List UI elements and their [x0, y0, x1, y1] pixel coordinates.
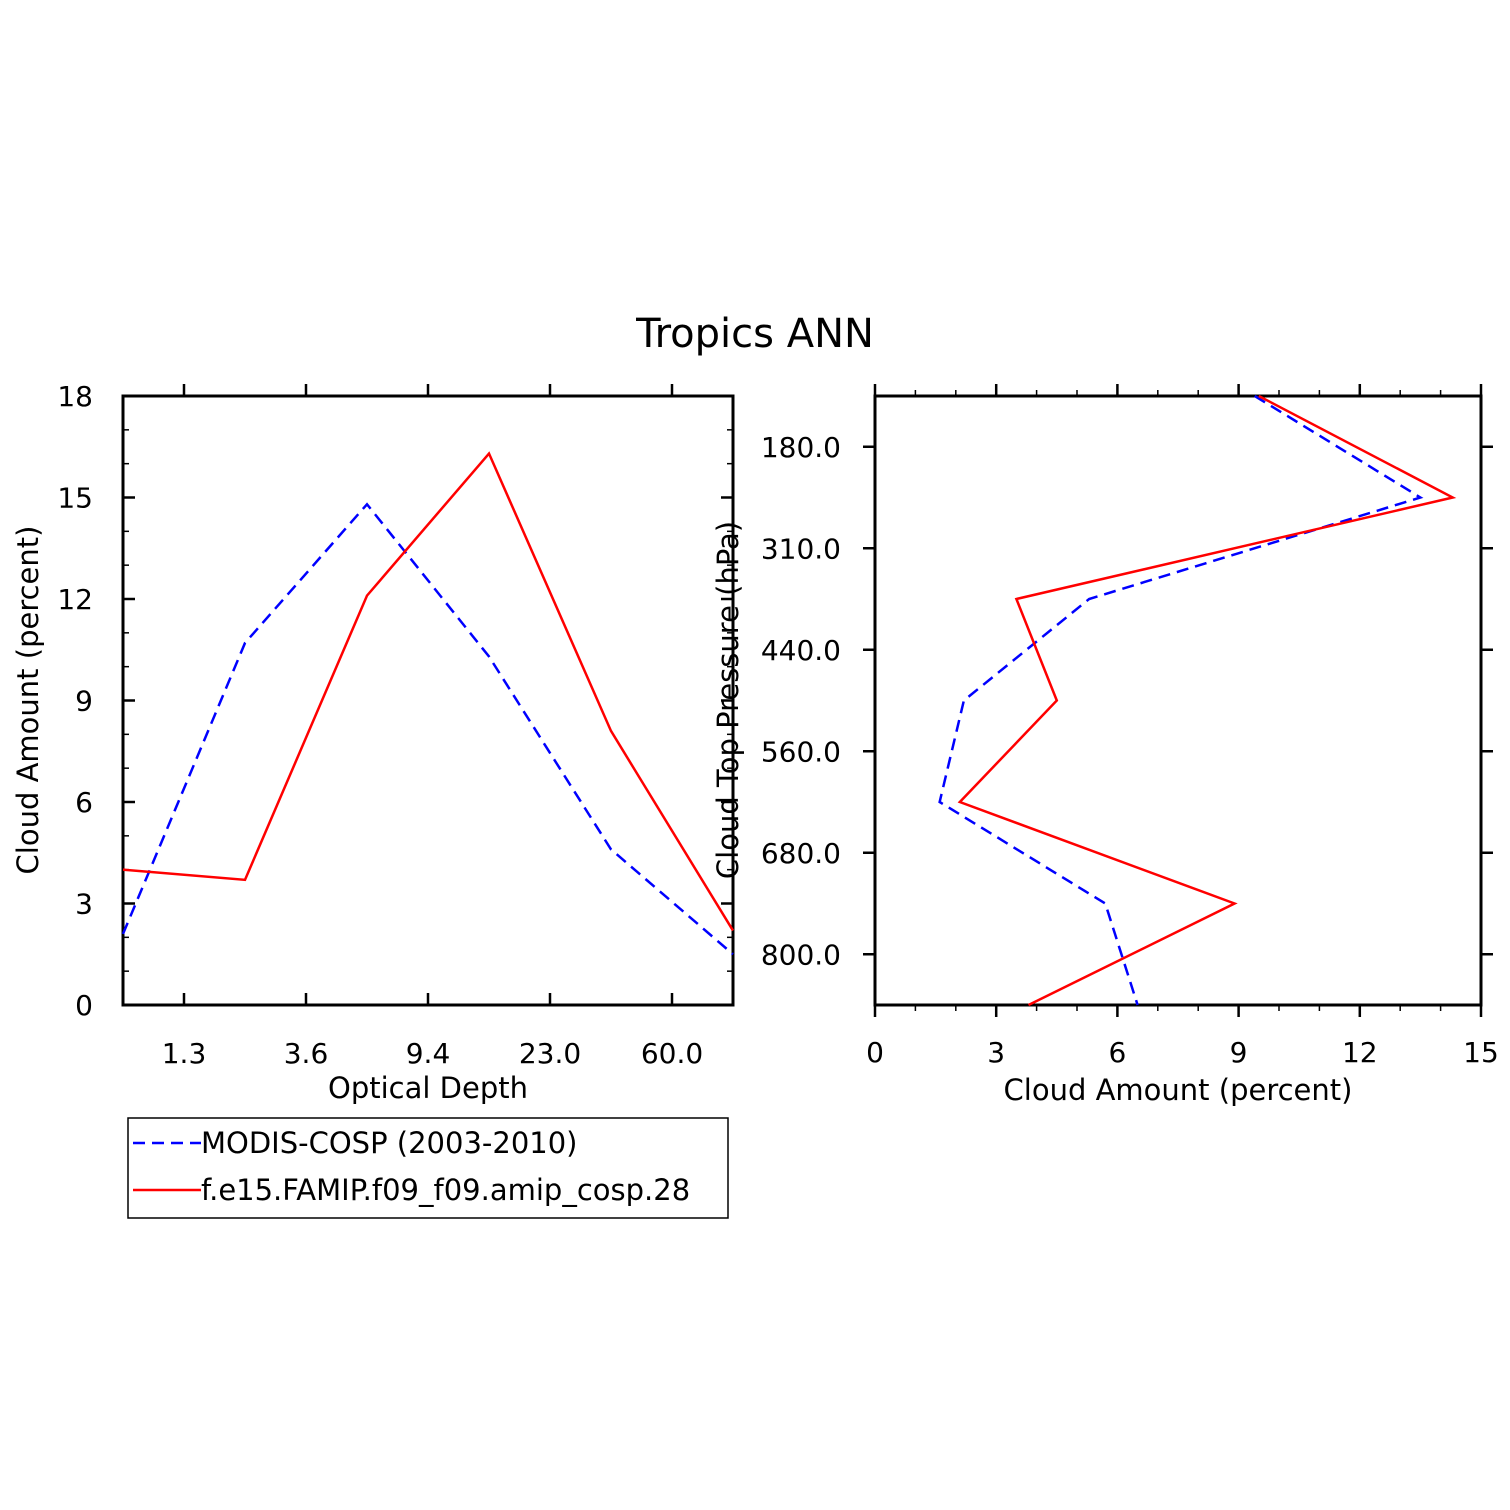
right-y-tick-label: 440.0 — [761, 634, 841, 667]
right-series-line-obs — [938, 394, 1424, 1006]
left-series-line-model — [122, 451, 735, 932]
left-x-tick-label: 1.3 — [162, 1037, 207, 1070]
legend-label-obs: MODIS-COSP (2003-2010) — [201, 1126, 578, 1160]
legend: MODIS-COSP (2003-2010) f.e15.FAMIP.f09_f… — [127, 1117, 729, 1219]
right-x-tick-label: 9 — [1230, 1036, 1248, 1069]
right-x-tick-label: 15 — [1463, 1036, 1499, 1069]
left-ticks: 0 3 6 9 12 15 18 1.3 3.6 9.4 23.0 60.0 — [57, 380, 733, 1070]
left-y-axis-label: Cloud Amount (percent) — [11, 526, 45, 875]
right-y-tick-label: 800.0 — [761, 938, 841, 971]
left-panel: 0 3 6 9 12 15 18 1.3 3.6 9.4 23.0 60.0 Optical Dept… — [11, 380, 735, 1105]
right-y-tick-label: 560.0 — [761, 735, 841, 768]
left-x-tick-label: 60.0 — [641, 1037, 703, 1070]
left-x-axis-label: Optical Depth — [328, 1071, 528, 1105]
right-y-tick-label: 680.0 — [761, 837, 841, 870]
left-plot-frame — [121, 394, 735, 1007]
right-ticks: 0 3 6 9 12 15 180.0 310.0 440.0 560.0 680.0 800.0 — [761, 384, 1499, 1069]
right-y-tick-label: 310.0 — [761, 532, 841, 565]
left-y-tick-label: 12 — [57, 583, 93, 616]
left-series-line-obs — [121, 502, 734, 956]
right-x-tick-label: 3 — [987, 1036, 1005, 1069]
right-x-tick-label: 12 — [1342, 1036, 1378, 1069]
left-y-tick-label: 3 — [75, 888, 93, 921]
left-y-tick-label: 9 — [75, 685, 93, 718]
left-x-tick-label: 3.6 — [284, 1037, 329, 1070]
right-plot-frame — [873, 394, 1483, 1007]
legend-label-model: f.e15.FAMIP.f09_f09.amip_cosp.28 — [201, 1173, 690, 1207]
right-y-axis-label: Cloud Top Pressure (hPa) — [711, 521, 745, 879]
right-panel: 0 3 6 9 12 15 180.0 310.0 440.0 560.0 680.0 800.0 C… — [711, 384, 1499, 1107]
right-y-tick-label: 180.0 — [761, 431, 841, 464]
left-x-tick-label: 23.0 — [519, 1037, 581, 1070]
left-y-tick-label: 6 — [75, 786, 93, 819]
left-y-tick-label: 0 — [75, 989, 93, 1022]
right-series-line-model — [957, 394, 1457, 1007]
chart-title: Tropics ANN — [635, 311, 874, 357]
right-x-tick-label: 6 — [1108, 1036, 1126, 1069]
right-x-axis-label: Cloud Amount (percent) — [1004, 1073, 1353, 1107]
legend-box — [127, 1117, 729, 1219]
right-series — [938, 394, 1457, 1007]
left-y-tick-label: 18 — [57, 380, 93, 413]
right-x-tick-label: 0 — [866, 1036, 884, 1069]
left-x-tick-label: 9.4 — [406, 1037, 451, 1070]
left-series — [121, 451, 735, 956]
left-y-tick-label: 15 — [57, 482, 93, 515]
